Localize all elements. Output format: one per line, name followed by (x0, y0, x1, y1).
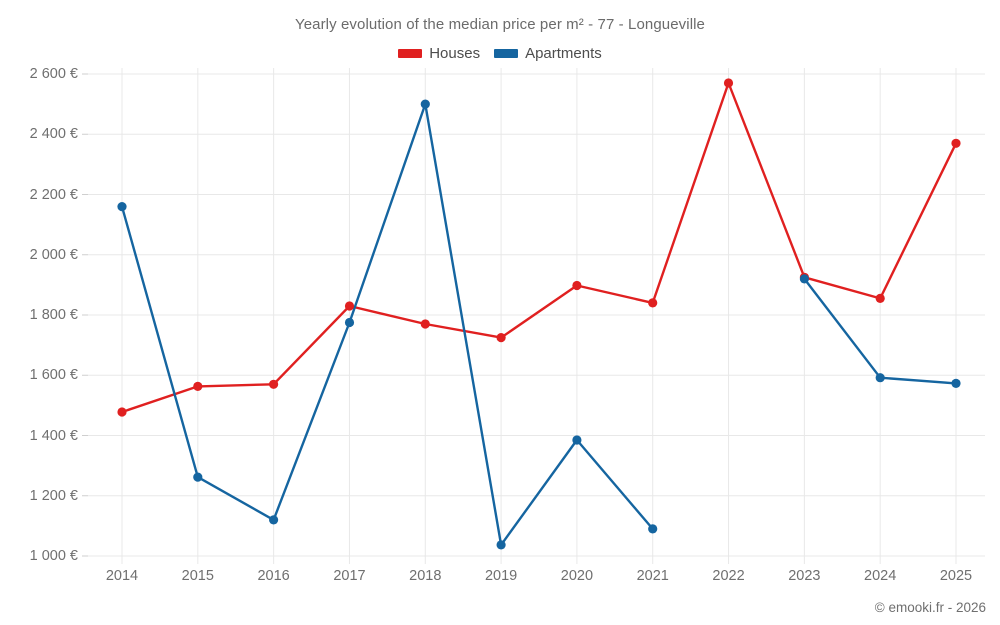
data-point-houses-2025[interactable] (951, 138, 961, 148)
y-tick-label: 2 200 € (29, 186, 78, 203)
data-point-houses-2015[interactable] (193, 381, 203, 391)
x-tick-label: 2022 (712, 568, 745, 584)
x-tick-label: 2017 (333, 568, 366, 584)
data-point-apartments-2025[interactable] (951, 378, 961, 388)
y-tick-label: 1 600 € (29, 367, 78, 384)
y-tick-label: 1 000 € (29, 548, 78, 564)
x-tick-label: 2024 (864, 568, 897, 584)
data-point-apartments-2014[interactable] (117, 202, 127, 212)
x-tick-label: 2016 (257, 568, 290, 584)
x-tick-label: 2018 (409, 568, 442, 584)
series-line-houses (120, 81, 958, 414)
legend-label-houses: Houses (429, 45, 481, 62)
data-point-houses-2021[interactable] (648, 298, 658, 308)
data-point-houses-2018[interactable] (420, 319, 430, 329)
legend-swatch-apartments-icon (494, 49, 519, 58)
data-point-apartments-2023[interactable] (799, 274, 810, 284)
data-point-apartments-2021[interactable] (648, 524, 658, 534)
credit-text: © emooki.fr - 2026 (874, 600, 986, 615)
y-tick-label: 2 400 € (29, 126, 78, 143)
y-tick-label: 1 200 € (29, 487, 78, 504)
data-point-houses-2024[interactable] (875, 293, 885, 303)
data-point-apartments-2018[interactable] (420, 99, 430, 109)
y-tick-label: 1 400 € (29, 427, 78, 444)
data-point-houses-2017[interactable] (344, 301, 355, 311)
y-tick-label: 2 000 € (29, 246, 78, 263)
x-tick-label: 2021 (636, 568, 669, 584)
data-point-apartments-2015[interactable] (193, 472, 203, 482)
chart-legend: Houses Apartments (0, 45, 1000, 62)
x-tick-label: 2015 (181, 568, 214, 584)
data-point-apartments-2019[interactable] (496, 540, 506, 550)
series-line-apartments (120, 102, 654, 547)
x-tick-label: 2020 (560, 568, 594, 584)
x-tick-label: 2019 (484, 568, 518, 584)
legend-label-apartments: Apartments (525, 45, 602, 62)
data-point-apartments-2016[interactable] (269, 515, 279, 525)
x-tick-label: 2025 (939, 568, 973, 584)
x-tick-label: 2023 (788, 568, 821, 584)
data-point-houses-2022[interactable] (723, 78, 734, 88)
y-tick-label: 2 600 € (29, 66, 78, 82)
gridlines (82, 68, 985, 564)
legend-item-houses[interactable]: Houses (398, 45, 480, 62)
data-point-houses-2016[interactable] (269, 379, 279, 389)
legend-swatch-houses-icon (398, 49, 423, 58)
data-point-apartments-2020[interactable] (572, 435, 582, 445)
data-point-houses-2020[interactable] (572, 280, 582, 291)
y-tick-label: 1 800 € (29, 307, 78, 323)
data-point-apartments-2024[interactable] (875, 373, 885, 383)
legend-item-apartments[interactable]: Apartments (494, 45, 602, 62)
y-axis: 1 000 € 1 200 € 1 400 € 1 600 € 1 800 € 2 000… (0, 0, 78, 625)
chart-title: Yearly evolution of the median price per… (294, 16, 706, 33)
x-tick-label: 2014 (105, 568, 139, 584)
series-points (117, 78, 961, 550)
data-point-apartments-2017[interactable] (344, 317, 355, 328)
data-point-houses-2014[interactable] (117, 407, 127, 417)
data-point-houses-2019[interactable] (496, 333, 506, 343)
